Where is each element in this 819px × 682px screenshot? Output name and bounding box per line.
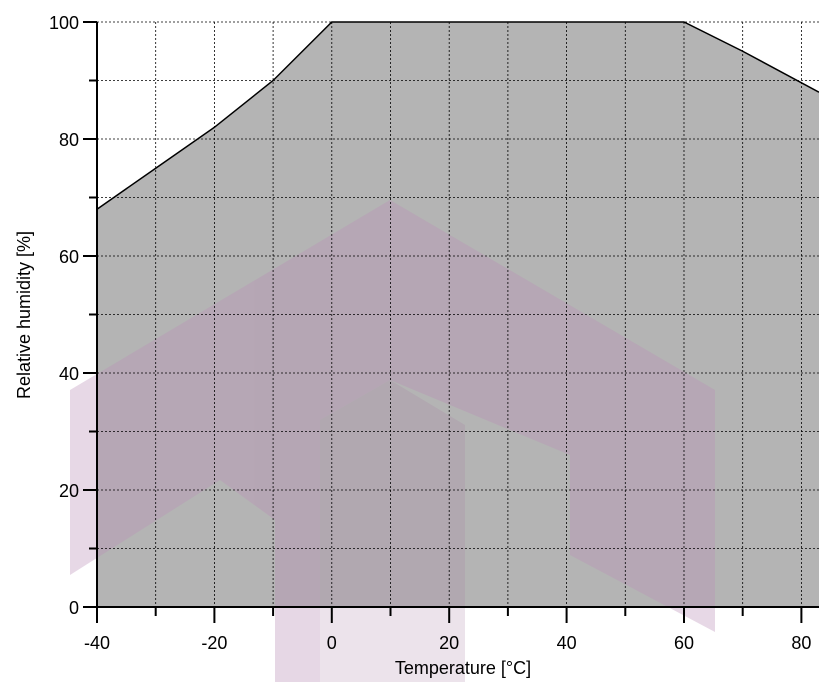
y-axis-title: Relative humidity [%]: [14, 231, 34, 399]
y-tick-label: 40: [59, 364, 79, 384]
x-tick-label: 20: [439, 633, 459, 653]
y-tick-label: 80: [59, 130, 79, 150]
x-tick-label: 80: [791, 633, 811, 653]
x-tick-label: 60: [674, 633, 694, 653]
y-tick-label: 0: [69, 598, 79, 618]
x-tick-label: 0: [327, 633, 337, 653]
axes: [83, 21, 819, 623]
x-tick-label: 40: [557, 633, 577, 653]
y-tick-label: 100: [49, 13, 79, 33]
x-axis-title: Temperature [°C]: [395, 658, 531, 678]
tick-labels: -40 -20 0 20 40 60 80 0 20 40 60 80 100: [49, 13, 811, 653]
watermark-shape-left-arrow: [70, 200, 715, 682]
y-tick-label: 20: [59, 481, 79, 501]
x-tick-label: -40: [84, 633, 110, 653]
x-tick-label: -20: [201, 633, 227, 653]
y-tick-label: 60: [59, 247, 79, 267]
grid: [97, 21, 819, 607]
